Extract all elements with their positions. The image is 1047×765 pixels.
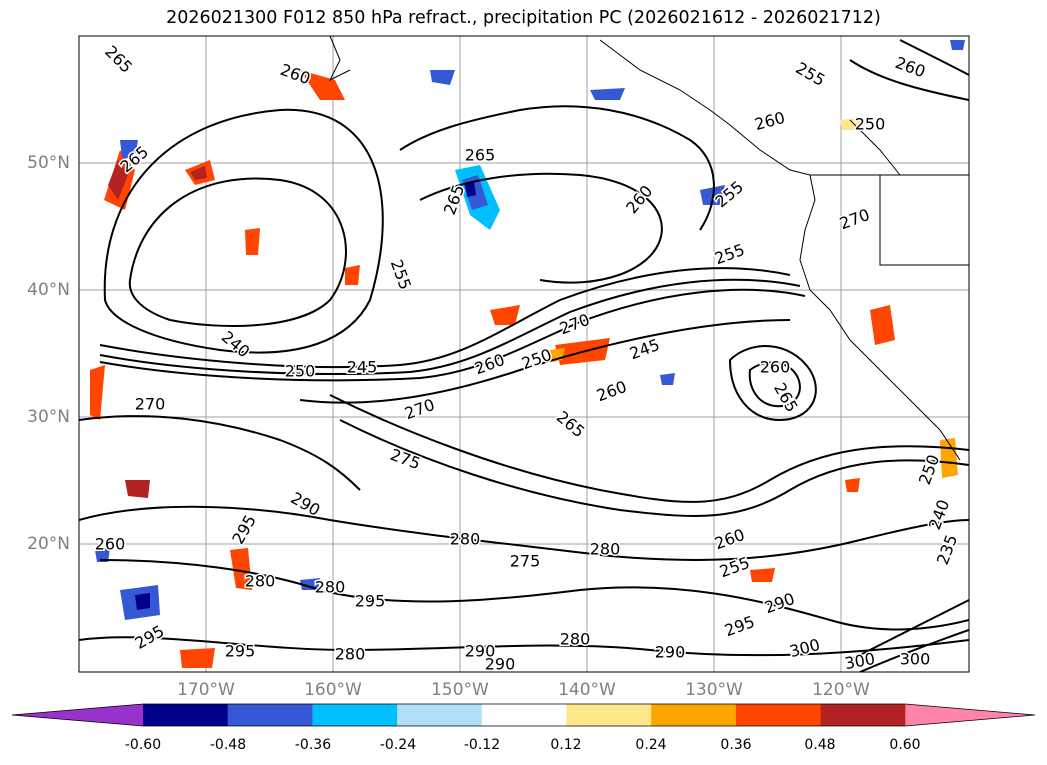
gridlines	[79, 36, 969, 672]
colorbar-tick: 0.12	[550, 737, 582, 753]
contour-label: 245	[347, 358, 378, 377]
precip-patch	[108, 160, 128, 200]
colorbar-tick: 0.60	[889, 737, 921, 753]
contour-label: 280	[315, 578, 346, 597]
colorbar-extend-high	[905, 704, 1035, 726]
colorbar-outline	[11, 703, 1036, 727]
colorbar-swatch	[143, 704, 229, 726]
precip-patch	[125, 480, 150, 498]
lat-label-50n: 50°N	[27, 153, 70, 173]
colorbar-tick: -0.60	[124, 737, 162, 753]
contour-label: 280	[335, 645, 366, 664]
precip-patch	[120, 140, 138, 158]
colorbar-swatch	[820, 704, 906, 726]
contour-label: 300	[900, 650, 931, 669]
contour-label: 280	[450, 530, 481, 549]
colorbar-swatch	[651, 704, 737, 726]
lon-label-160w: 160°W	[304, 680, 362, 700]
contour-label: 260	[760, 358, 791, 377]
precip-patch	[300, 70, 345, 100]
contour-label: 275	[510, 552, 541, 571]
contour-label: 290	[655, 643, 686, 662]
contour-label: 265	[465, 146, 496, 165]
precip-patch	[245, 228, 260, 255]
colorbar-swatch	[735, 704, 822, 726]
colorbar-swatch	[397, 704, 483, 726]
lon-label-150w: 150°W	[431, 680, 489, 700]
plot-area	[79, 36, 969, 672]
colorbar-tick: 0.24	[635, 737, 667, 753]
colorbar-swatch	[566, 704, 652, 726]
plot-frame	[78, 35, 970, 673]
refractivity-contours	[79, 39, 969, 672]
precip-patch	[180, 648, 215, 668]
contour-label: 250	[285, 362, 316, 381]
precip-patch	[190, 166, 207, 180]
colorbar	[11, 703, 1036, 727]
contour-label: 290	[485, 655, 516, 674]
colorbar-tick: -0.24	[379, 737, 417, 753]
precip-patch	[840, 118, 860, 130]
precip-patch	[300, 578, 320, 590]
lon-label-130w: 130°W	[685, 680, 743, 700]
precip-shading	[90, 40, 965, 668]
contour-label: 295	[225, 642, 256, 661]
precip-patch	[870, 305, 895, 345]
contour-label: 280	[590, 540, 621, 559]
contour-label: 290	[465, 642, 496, 661]
precip-patch	[90, 365, 105, 420]
lon-label-140w: 140°W	[558, 680, 616, 700]
precip-patch	[430, 70, 455, 85]
colorbar-swatch	[312, 704, 398, 726]
contour-label: 270	[135, 395, 166, 414]
contour-label: 280	[245, 572, 276, 591]
precip-patch	[95, 548, 110, 562]
lat-label-30n: 30°N	[27, 407, 70, 427]
colorbar-swatch	[481, 704, 567, 726]
coastlines	[328, 36, 969, 461]
colorbar-tick: -0.36	[294, 737, 332, 753]
precip-patch	[465, 182, 476, 197]
precip-patch	[950, 40, 965, 50]
precip-patch	[750, 568, 775, 582]
colorbar-tick: 0.48	[804, 737, 836, 753]
contour-label: 260	[95, 535, 126, 554]
lon-label-120w: 120°W	[812, 680, 870, 700]
precip-patch	[590, 88, 625, 100]
colorbar-tick: -0.12	[463, 737, 501, 753]
precip-patch	[345, 265, 360, 285]
lat-label-20n: 20°N	[27, 534, 70, 554]
contour-label: 250	[855, 115, 886, 134]
lat-label-40n: 40°N	[27, 280, 70, 300]
colorbar-tick: 0.36	[720, 737, 752, 753]
colorbar-extend-low	[12, 704, 143, 726]
contour-label: 280	[560, 630, 591, 649]
precip-patch	[230, 548, 252, 590]
colorbar-tick: -0.48	[209, 737, 247, 753]
precip-patch	[490, 305, 520, 325]
precip-patch	[845, 478, 860, 492]
contour-label: 295	[355, 592, 386, 611]
precip-patch	[135, 593, 150, 610]
colorbar-swatch	[227, 704, 313, 726]
lon-label-170w: 170°W	[177, 680, 235, 700]
map-title: 2026021300 F012 850 hPa refract., precip…	[166, 8, 881, 28]
precip-patch	[660, 373, 675, 385]
